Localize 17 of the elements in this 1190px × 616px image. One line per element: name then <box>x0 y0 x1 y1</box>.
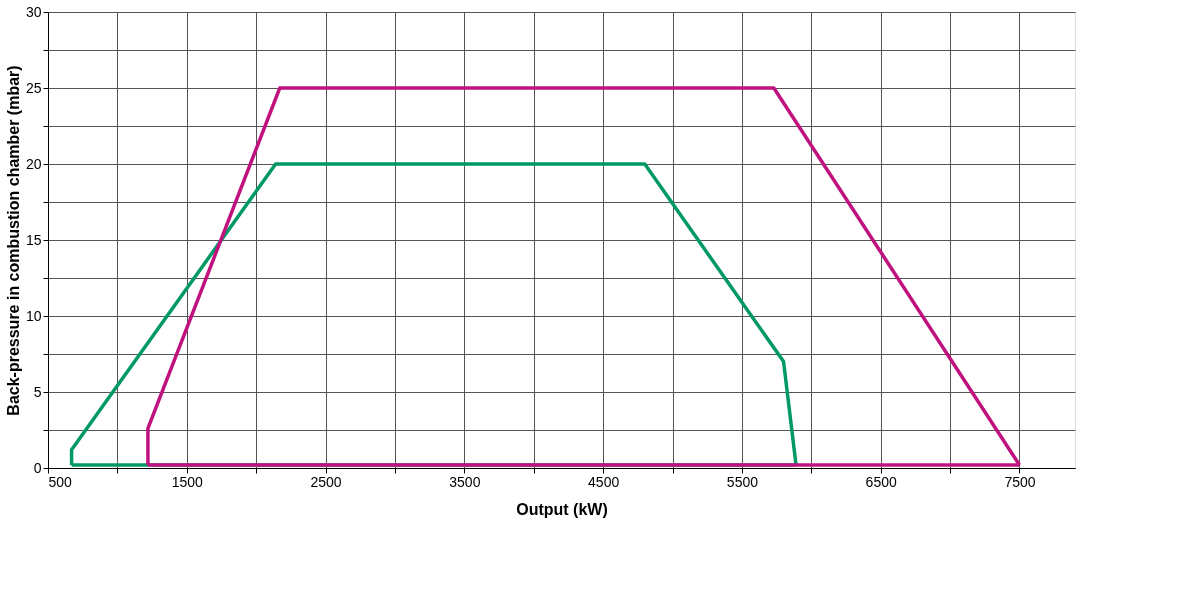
x-tick-label: 3500 <box>449 473 481 490</box>
y-tick-label: 0 <box>33 459 42 476</box>
y-tick-label: 15 <box>25 231 42 248</box>
y-tick-label: 30 <box>25 3 42 20</box>
x-axis-title: Output (kW) <box>516 500 608 518</box>
y-tick-label: 10 <box>25 307 42 324</box>
y-tick-label: 25 <box>25 79 42 96</box>
y-axis-title: Back-pressure in combustion chamber (mbar) <box>4 65 22 416</box>
x-tick-label: 2500 <box>310 473 342 490</box>
y-tick-label: 5 <box>33 383 42 400</box>
x-tick-label: 6500 <box>865 473 897 490</box>
x-tick-label: 7500 <box>1004 473 1036 490</box>
x-tick-label: 500 <box>48 473 73 490</box>
x-tick-label: 4500 <box>588 473 620 490</box>
x-tick-label: 1500 <box>171 473 204 490</box>
x-tick-label: 5500 <box>726 473 759 490</box>
y-tick-label: 20 <box>25 155 42 172</box>
